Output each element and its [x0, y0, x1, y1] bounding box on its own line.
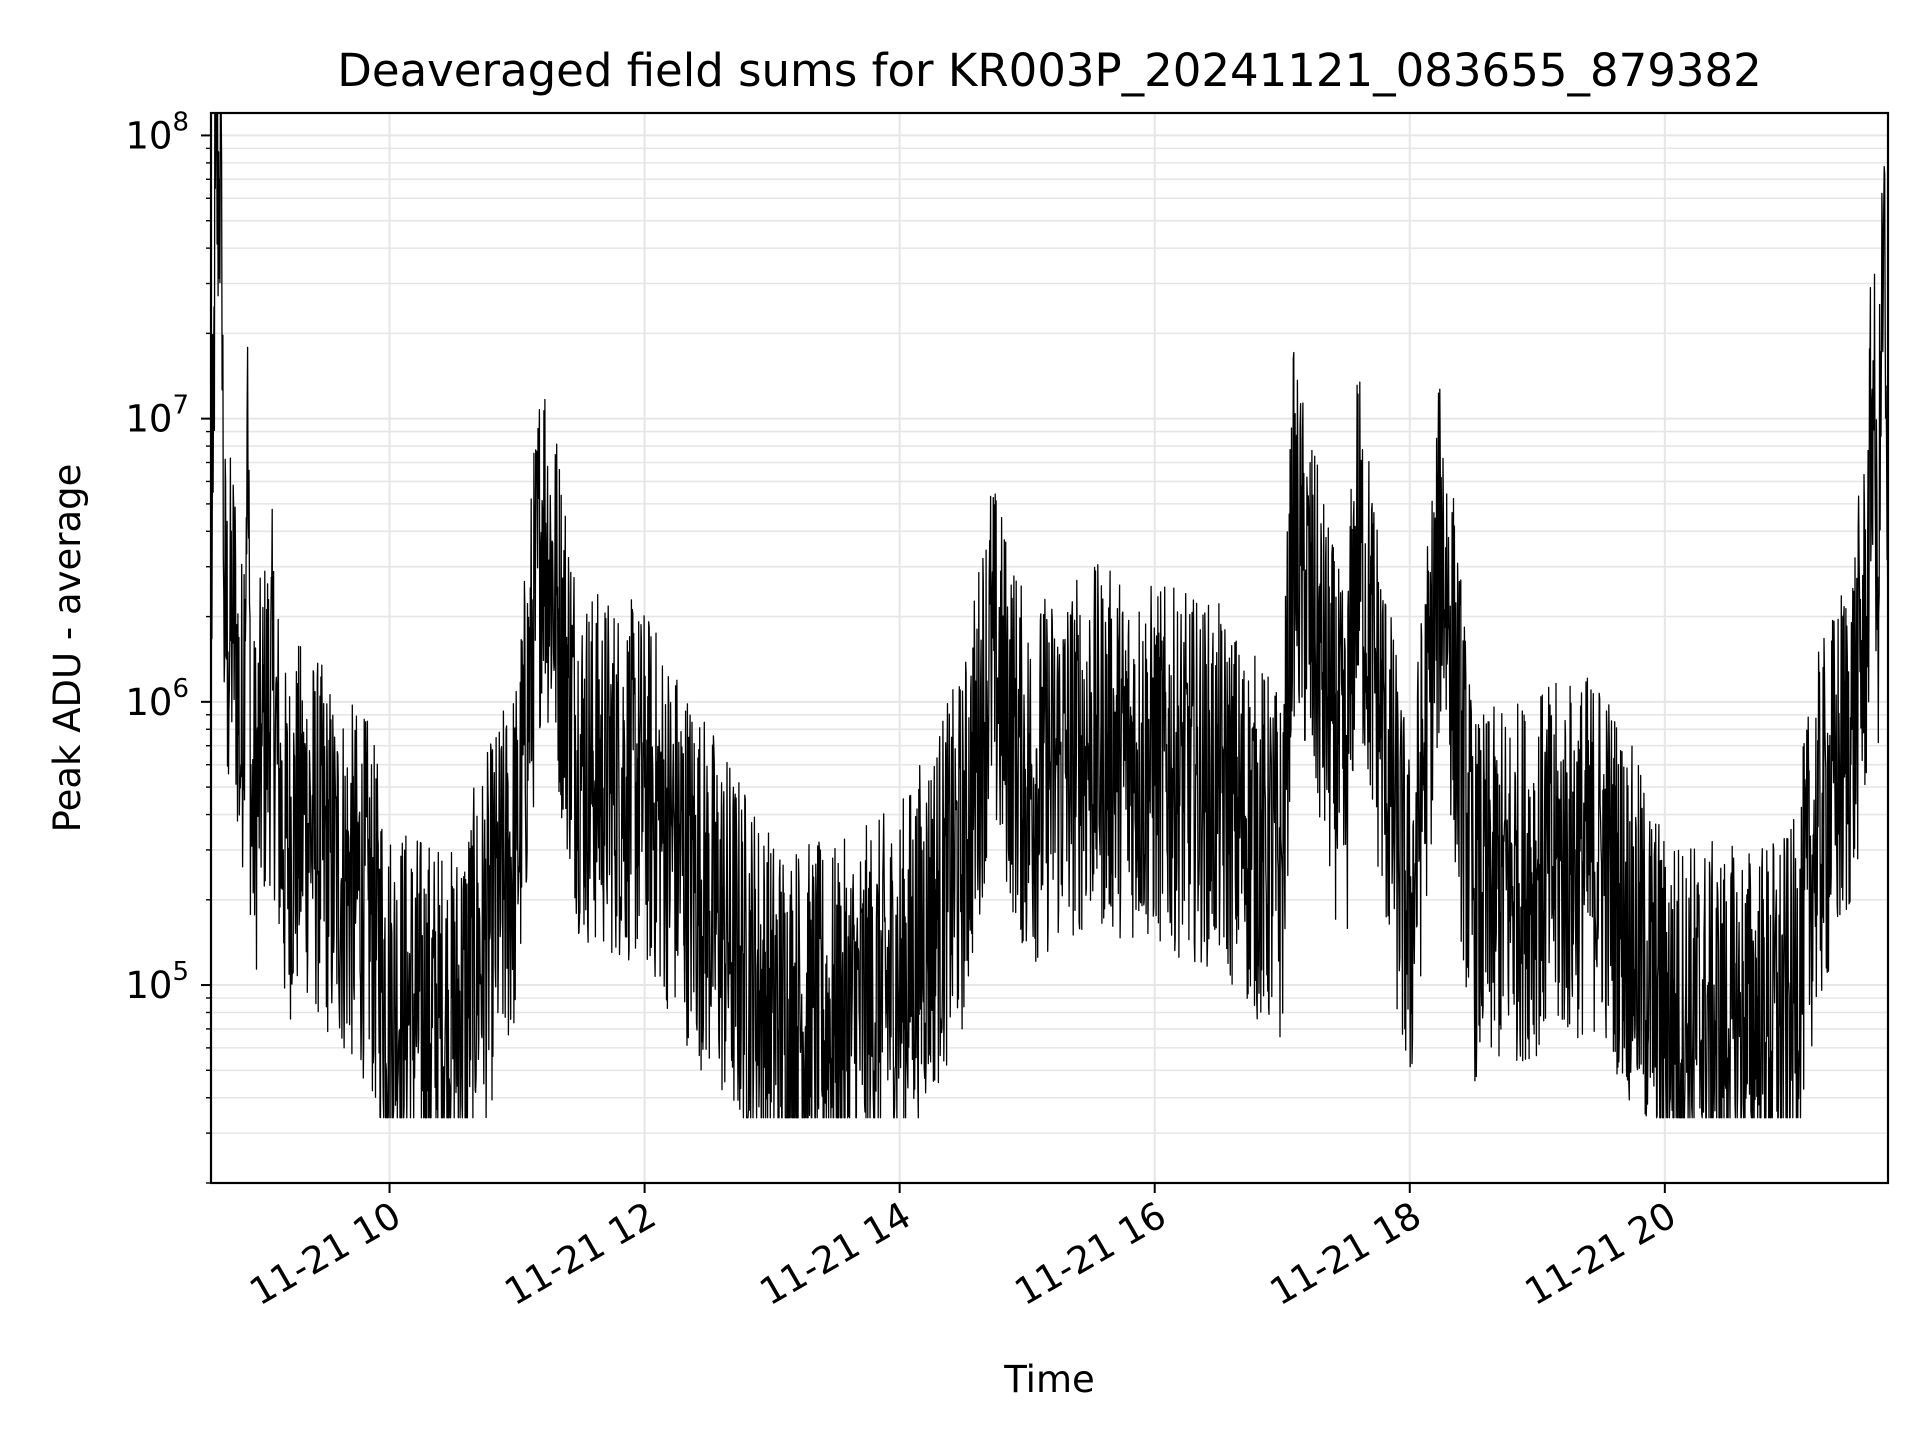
x-axis-label: Time [1003, 1358, 1095, 1401]
y-tick-label: 107 [125, 391, 189, 441]
y-axis-label: Peak ADU - average [46, 464, 89, 833]
chart-title: Deaveraged field sums for KR003P_2024112… [337, 44, 1761, 97]
y-tick-label: 106 [125, 674, 189, 724]
series-line [210, 112, 1889, 1119]
plot-frame [209, 111, 1890, 1185]
y-tick-label: 105 [125, 957, 189, 1007]
y-tick-label: 108 [125, 107, 189, 157]
